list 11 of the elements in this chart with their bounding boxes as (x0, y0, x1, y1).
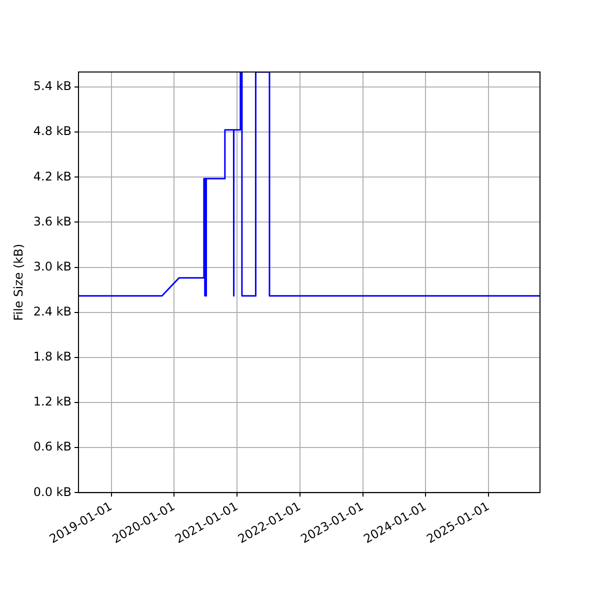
y-tick-label: 3.6 kB (33, 214, 72, 228)
y-tick-label: 5.4 kB (33, 79, 72, 94)
y-tick-label: 1.2 kB (33, 394, 72, 409)
y-tick-label: 4.2 kB (33, 169, 72, 184)
y-tick-label: 1.8 kB (33, 350, 72, 364)
y-tick-label: 2.4 kB (33, 304, 72, 318)
y-axis-title: File Size (kB) (11, 244, 26, 321)
y-tick-label: 4.8 kB (33, 124, 72, 138)
y-tick-label: 0.0 kB (33, 484, 72, 499)
y-tick-label: 0.6 kB (33, 440, 72, 454)
y-tick-label: 3.0 kB (33, 259, 72, 274)
